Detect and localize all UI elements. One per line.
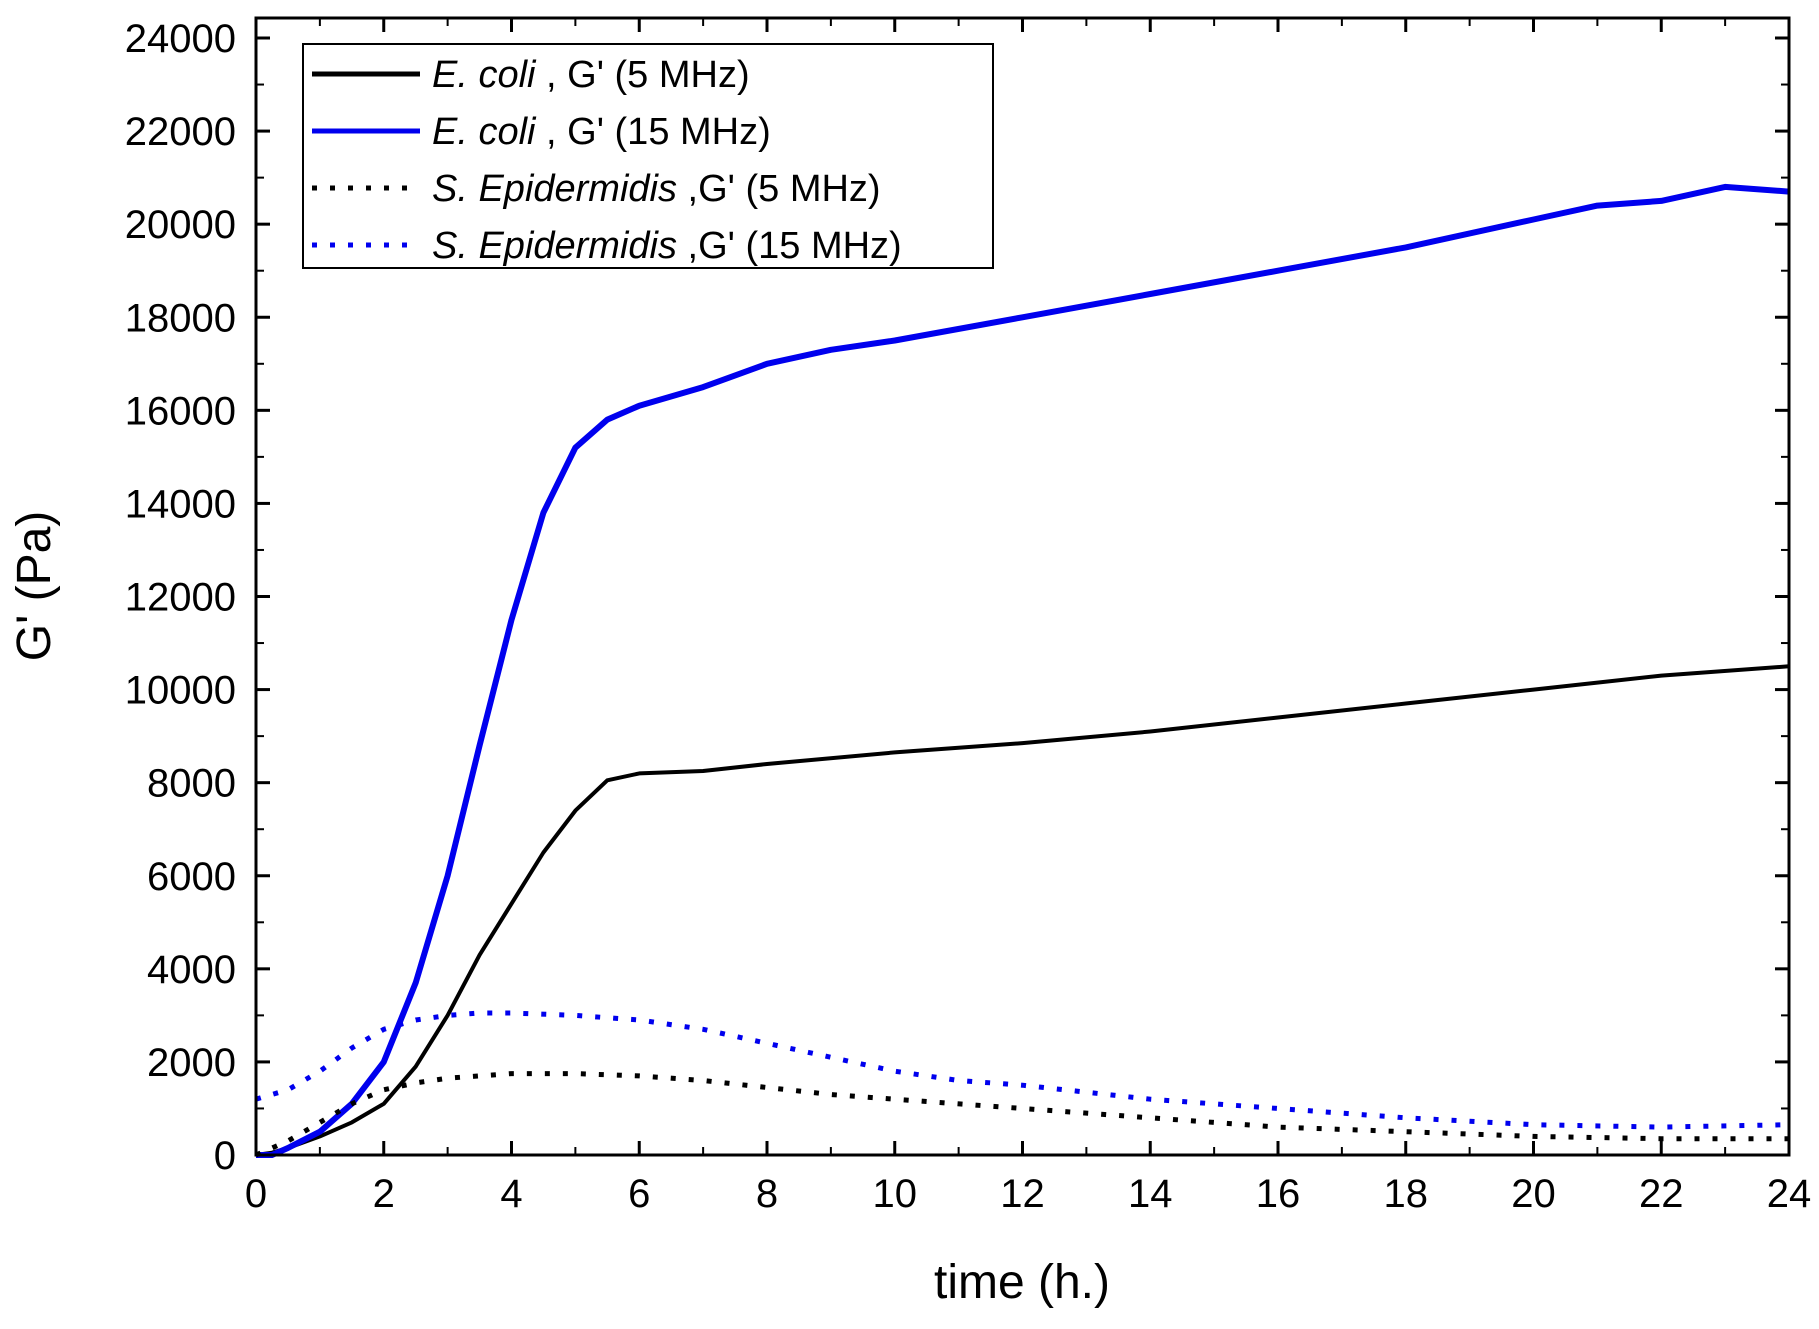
legend-label-2: E. coli , G' (15 MHz) [432, 111, 771, 153]
y-tick-label: 16000 [125, 389, 236, 433]
series-line-1 [255, 664, 1790, 1157]
legend-label-4: S. Epidermidis ,G' (15 MHz) [432, 225, 902, 267]
x-tick-label: 0 [245, 1172, 267, 1216]
y-tick-label: 22000 [125, 110, 236, 154]
series-group [254, 183, 1790, 1158]
y-tick-label: 8000 [147, 762, 236, 806]
y-tick-label: 4000 [147, 948, 236, 992]
y-tick-label: 20000 [125, 203, 236, 247]
x-tick-labels: 0 2 4 6 8 10 12 14 16 18 20 22 24 [245, 1172, 1811, 1216]
legend-box [302, 43, 994, 269]
tick-marks [254, 18, 1791, 1157]
y-axis-title: G' (Pa) [8, 511, 61, 662]
y-tick-labels: 0 2000 4000 6000 8000 10000 12000 14000 16000 180… [125, 17, 236, 1178]
x-tick-label: 12 [1000, 1172, 1045, 1216]
x-tick-label: 24 [1767, 1172, 1812, 1216]
x-tick-label: 4 [500, 1172, 522, 1216]
x-axis-title: time (h.) [934, 1256, 1110, 1309]
y-tick-label: 12000 [125, 576, 236, 620]
x-tick-label: 16 [1256, 1172, 1301, 1216]
y-tick-label: 24000 [125, 17, 236, 61]
y-tick-label: 14000 [125, 482, 236, 526]
y-tick-label: 6000 [147, 855, 236, 899]
x-tick-label: 8 [756, 1172, 778, 1216]
series-line-4 [255, 1010, 1790, 1130]
x-tick-label: 20 [1511, 1172, 1556, 1216]
y-tick-label: 2000 [147, 1041, 236, 1085]
y-tick-label: 10000 [125, 669, 236, 713]
x-tick-label: 6 [628, 1172, 650, 1216]
x-tick-label: 14 [1128, 1172, 1173, 1216]
x-tick-label: 22 [1639, 1172, 1684, 1216]
legend: E. coli , G' (5 MHz) E. coli , G' (15 MHz… [302, 43, 994, 269]
series-line-2 [256, 183, 1790, 1158]
y-tick-label: 0 [214, 1134, 236, 1178]
legend-label-3: S. Epidermidis ,G' (5 MHz) [432, 168, 881, 210]
x-tick-label: 18 [1384, 1172, 1429, 1216]
x-tick-label: 2 [373, 1172, 395, 1216]
x-tick-label: 10 [873, 1172, 918, 1216]
legend-label-1: E. coli , G' (5 MHz) [432, 54, 750, 96]
y-tick-label: 18000 [125, 296, 236, 340]
